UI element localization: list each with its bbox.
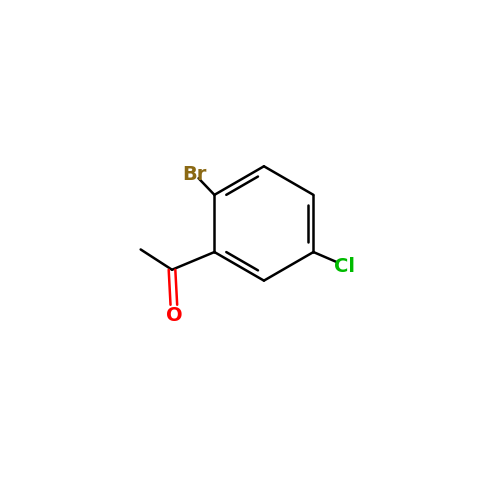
Text: Cl: Cl	[334, 257, 355, 275]
Text: Br: Br	[182, 165, 206, 184]
Text: O: O	[166, 307, 182, 325]
